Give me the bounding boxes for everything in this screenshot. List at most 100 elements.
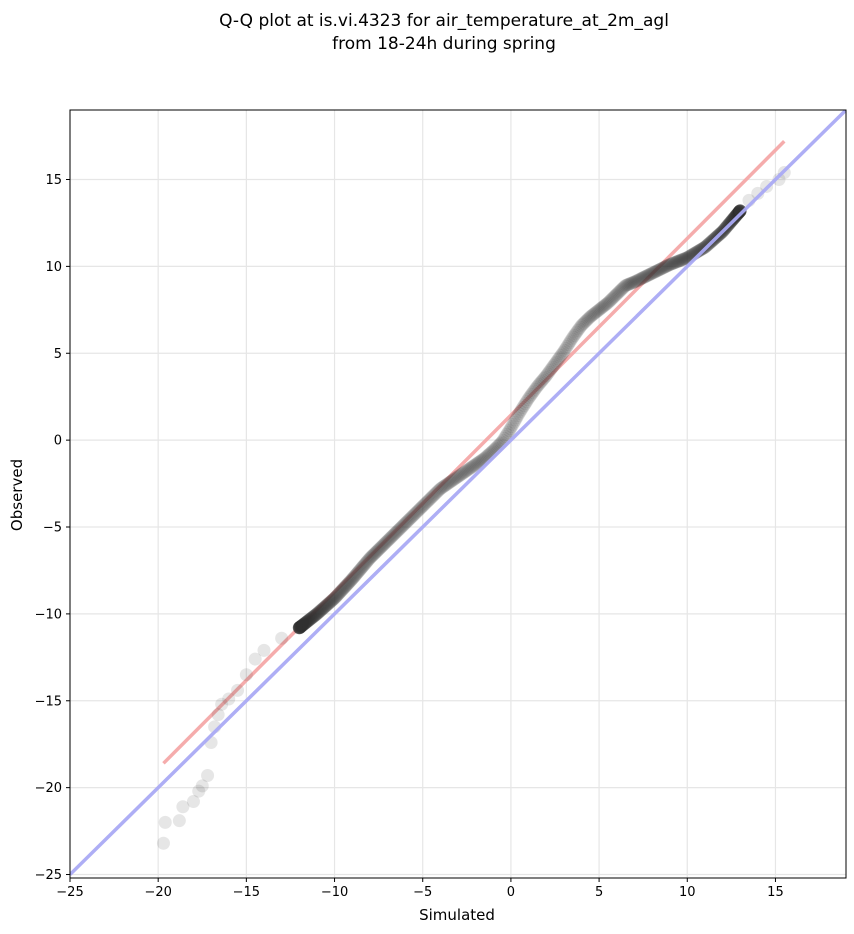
- data-point: [325, 593, 339, 607]
- data-point: [602, 295, 616, 309]
- data-point: [731, 206, 745, 220]
- data-point: [297, 617, 311, 631]
- data-point: [222, 692, 236, 706]
- data-point: [392, 523, 406, 537]
- data-point: [730, 208, 744, 222]
- data-point: [156, 836, 170, 850]
- data-point: [731, 206, 745, 220]
- data-point: [553, 350, 567, 364]
- data-point: [299, 615, 313, 629]
- data-point: [584, 309, 598, 323]
- data-point: [293, 620, 307, 634]
- data-point: [467, 459, 481, 473]
- data-point: [321, 597, 335, 611]
- data-point: [571, 324, 585, 338]
- data-point: [550, 354, 564, 368]
- data-point: [399, 516, 413, 530]
- data-point: [426, 490, 440, 504]
- data-point: [554, 349, 568, 363]
- data-point: [300, 615, 314, 629]
- data-point: [597, 299, 611, 313]
- data-point: [311, 606, 325, 620]
- data-point: [327, 592, 341, 606]
- data-point: [505, 420, 519, 434]
- data-point: [601, 296, 615, 310]
- data-point: [338, 579, 352, 593]
- data-point: [604, 292, 618, 306]
- data-point: [397, 518, 411, 532]
- data-point: [635, 271, 649, 285]
- data-point: [694, 243, 708, 257]
- data-point: [674, 253, 688, 267]
- data-point: [458, 465, 472, 479]
- data-point: [663, 258, 677, 272]
- x-tick-label: −25: [56, 885, 83, 900]
- data-point: [333, 585, 347, 599]
- data-point: [294, 620, 308, 634]
- data-point: [501, 426, 515, 440]
- data-point: [158, 815, 172, 829]
- data-point: [307, 609, 321, 623]
- x-tick-label: 5: [595, 885, 603, 900]
- data-point: [450, 470, 464, 484]
- data-point: [694, 242, 708, 256]
- data-point: [733, 204, 747, 218]
- data-point: [215, 697, 229, 711]
- data-point: [650, 264, 664, 278]
- data-point: [464, 460, 478, 474]
- data-point: [432, 483, 446, 497]
- data-point: [523, 389, 537, 403]
- data-point: [295, 618, 309, 632]
- data-point: [451, 470, 465, 484]
- data-point: [579, 314, 593, 328]
- data-point: [472, 455, 486, 469]
- data-point: [292, 621, 306, 635]
- data-point: [549, 355, 563, 369]
- data-point: [394, 521, 408, 535]
- data-point: [729, 209, 743, 223]
- data-point: [257, 643, 271, 657]
- data-point: [299, 615, 313, 629]
- data-point: [393, 522, 407, 536]
- data-point: [294, 619, 308, 633]
- data-point: [665, 257, 679, 271]
- y-axis-label: Observed: [8, 459, 26, 531]
- data-point: [334, 584, 348, 598]
- data-point: [731, 207, 745, 221]
- data-point: [295, 618, 309, 632]
- data-point: [730, 207, 744, 221]
- data-point: [307, 609, 321, 623]
- identity-line-segment: [70, 110, 846, 876]
- data-point: [562, 336, 576, 350]
- data-point: [344, 574, 358, 588]
- data-point: [732, 205, 746, 219]
- data-point: [408, 507, 422, 521]
- data-point: [326, 593, 340, 607]
- data-point: [292, 621, 306, 635]
- data-point: [449, 471, 463, 485]
- data-point: [772, 173, 786, 187]
- data-point: [316, 601, 330, 615]
- data-point: [354, 562, 368, 576]
- data-point: [567, 328, 581, 342]
- data-point: [679, 251, 693, 265]
- data-point: [547, 359, 561, 373]
- data-point: [324, 595, 338, 609]
- data-point: [732, 205, 746, 219]
- data-point: [619, 278, 633, 292]
- data-point: [423, 492, 437, 506]
- plot-area: [70, 110, 846, 876]
- data-point: [568, 327, 582, 341]
- data-point: [317, 600, 331, 614]
- data-point: [305, 611, 319, 625]
- fit-line-segment: [162, 140, 786, 765]
- data-point: [366, 548, 380, 562]
- data-point: [455, 467, 469, 481]
- data-point: [434, 482, 448, 496]
- data-point: [411, 504, 425, 518]
- data-point: [659, 259, 673, 273]
- data-point: [558, 343, 572, 357]
- data-point: [429, 486, 443, 500]
- data-point: [329, 590, 343, 604]
